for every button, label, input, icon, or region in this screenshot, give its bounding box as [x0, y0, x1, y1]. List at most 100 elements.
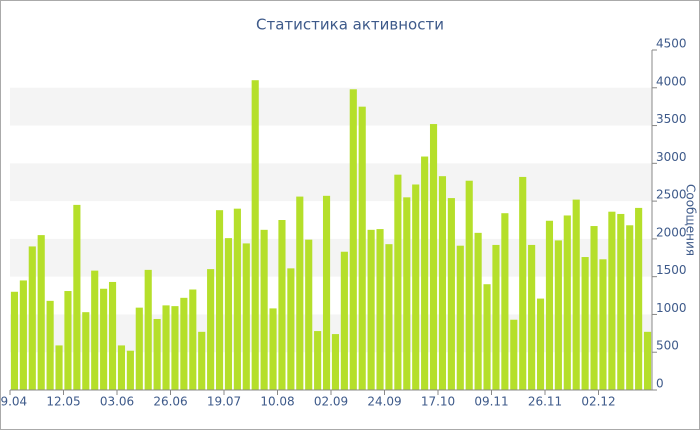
bar [37, 235, 45, 390]
bar [545, 220, 554, 390]
bar [421, 156, 429, 390]
bar [135, 307, 143, 390]
bar [643, 331, 652, 390]
bar [46, 300, 54, 390]
bar [340, 251, 348, 390]
bar [55, 345, 63, 390]
bar [251, 80, 259, 390]
bar [492, 244, 500, 390]
bar [224, 238, 233, 390]
bar [608, 211, 616, 390]
bar [28, 246, 36, 390]
bar [269, 308, 277, 390]
x-tick-label: 26.11 [528, 395, 562, 409]
x-tick-label: 10.08 [260, 395, 294, 409]
x-tick-label: 02.09 [314, 395, 348, 409]
bar [412, 184, 420, 390]
bar [376, 229, 384, 390]
y-tick-label: 1500 [656, 263, 687, 277]
bar [189, 289, 197, 390]
x-tick-label: 17.10 [421, 395, 455, 409]
bar [260, 229, 268, 390]
bar [581, 257, 589, 390]
bar [617, 213, 625, 390]
bar [126, 350, 134, 390]
bar [198, 331, 206, 390]
bar [519, 176, 527, 390]
bar [73, 204, 81, 390]
bar [403, 197, 411, 390]
bar [385, 244, 393, 390]
bar [215, 210, 224, 390]
bar [358, 106, 366, 391]
y-tick-label: 1000 [656, 301, 687, 315]
y-tick-label: 4500 [656, 37, 687, 51]
bar [10, 291, 19, 390]
bar [144, 269, 152, 390]
bar [501, 213, 509, 390]
bar [171, 306, 179, 390]
bar [465, 180, 473, 390]
grid-band [10, 314, 652, 353]
bar [314, 331, 322, 390]
bar [19, 280, 27, 390]
bar [331, 334, 340, 390]
bar [233, 208, 241, 390]
bar [64, 291, 72, 390]
x-tick-label: 19.04 [0, 395, 27, 409]
bar [117, 345, 126, 390]
x-tick-label: 24.09 [367, 395, 401, 409]
bar [554, 240, 562, 390]
bar [100, 288, 108, 390]
bar [572, 199, 580, 390]
y-tick-label: 0 [656, 377, 664, 391]
x-tick-label: 09.11 [474, 395, 508, 409]
bar [599, 259, 607, 390]
bar [305, 239, 313, 390]
y-tick-label: 3000 [656, 150, 687, 164]
bar [635, 207, 643, 390]
bar [590, 226, 598, 390]
bar [278, 220, 286, 390]
bar [349, 89, 357, 391]
bar [536, 298, 545, 390]
bar [322, 195, 331, 390]
bar [207, 269, 215, 390]
x-tick-label: 02.12 [581, 395, 615, 409]
bar [108, 281, 117, 390]
bar [438, 176, 447, 390]
bar [429, 124, 438, 391]
grid-band [10, 87, 652, 126]
bar [287, 268, 295, 390]
x-tick-label: 26.06 [153, 395, 187, 409]
bar [296, 196, 304, 390]
y-tick-label: 3500 [656, 112, 687, 126]
bar [242, 243, 250, 390]
chart-title: Статистика активности [256, 16, 444, 34]
grid-band [10, 238, 652, 277]
bar [394, 174, 402, 390]
bar [474, 232, 482, 390]
bar [456, 245, 464, 390]
bar [367, 229, 375, 390]
y-tick-label: 2000 [656, 225, 687, 239]
x-tick-label: 19.07 [207, 395, 241, 409]
bar [447, 198, 455, 390]
bar [91, 270, 99, 390]
bar [153, 318, 161, 390]
y-tick-label: 500 [656, 339, 679, 353]
y-axis-title: Сообщения [684, 184, 698, 256]
x-tick-label: 03.06 [100, 395, 134, 409]
bar [528, 244, 536, 390]
bar [180, 297, 188, 390]
bar [82, 312, 90, 390]
y-tick-label: 2500 [656, 188, 687, 202]
x-tick-label: 12.05 [46, 395, 80, 409]
bar [563, 215, 571, 390]
bar [510, 319, 518, 390]
grid-band [10, 163, 652, 202]
bar [626, 225, 634, 390]
bar [162, 305, 170, 390]
bar [483, 284, 491, 390]
